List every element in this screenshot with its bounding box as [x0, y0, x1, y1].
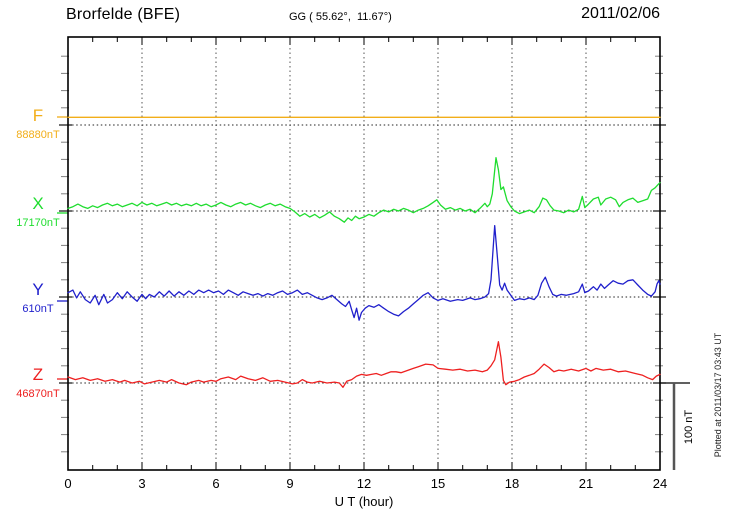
x-tick-label-15: 15 [430, 476, 446, 491]
x-tick-label-12: 12 [356, 476, 372, 491]
trace-Y [67, 224, 661, 321]
plot-date: 2011/02/06 [581, 5, 660, 22]
channel-f-baseline: 88880nT [16, 129, 60, 141]
channel-x: X 17170nT [12, 195, 64, 229]
channel-y: Y 610nT [12, 281, 64, 315]
x-tick-label-0: 0 [64, 476, 72, 491]
channel-z-baseline: 46870nT [16, 388, 60, 400]
x-tick-label-6: 6 [212, 476, 220, 491]
channel-x-label: X [32, 194, 44, 213]
trace-X [67, 157, 661, 223]
plot-timestamp-note: Plotted at 2011/03/17 03:43 UT [713, 332, 723, 458]
channel-z-label: Z [32, 365, 44, 384]
x-tick-label-9: 9 [286, 476, 294, 491]
channel-f-label: F [32, 106, 44, 125]
channel-x-baseline: 17170nT [16, 217, 60, 229]
station-name: Brorfelde (BFE) [66, 6, 181, 23]
channel-y-label: Y [32, 280, 44, 299]
trace-Z [67, 341, 661, 388]
x-tick-label-21: 21 [578, 476, 594, 491]
scale-bar-label: 100 nT [683, 409, 695, 445]
x-tick-label-18: 18 [504, 476, 520, 491]
channel-z: Z 46870nT [12, 366, 64, 400]
x-axis-tick-labels: 0 3 6 9 12 15 18 21 24 [0, 476, 730, 492]
x-tick-label-24: 24 [652, 476, 668, 491]
x-axis-label: U T (hour) [334, 494, 394, 509]
channel-f: F 88880nT [12, 107, 64, 141]
plot-frame [67, 36, 661, 471]
x-tick-label-3: 3 [138, 476, 146, 491]
channel-y-baseline: 610nT [22, 303, 54, 315]
geographic-coordinates: GG ( 55.62°, 11.67°) [289, 11, 392, 23]
